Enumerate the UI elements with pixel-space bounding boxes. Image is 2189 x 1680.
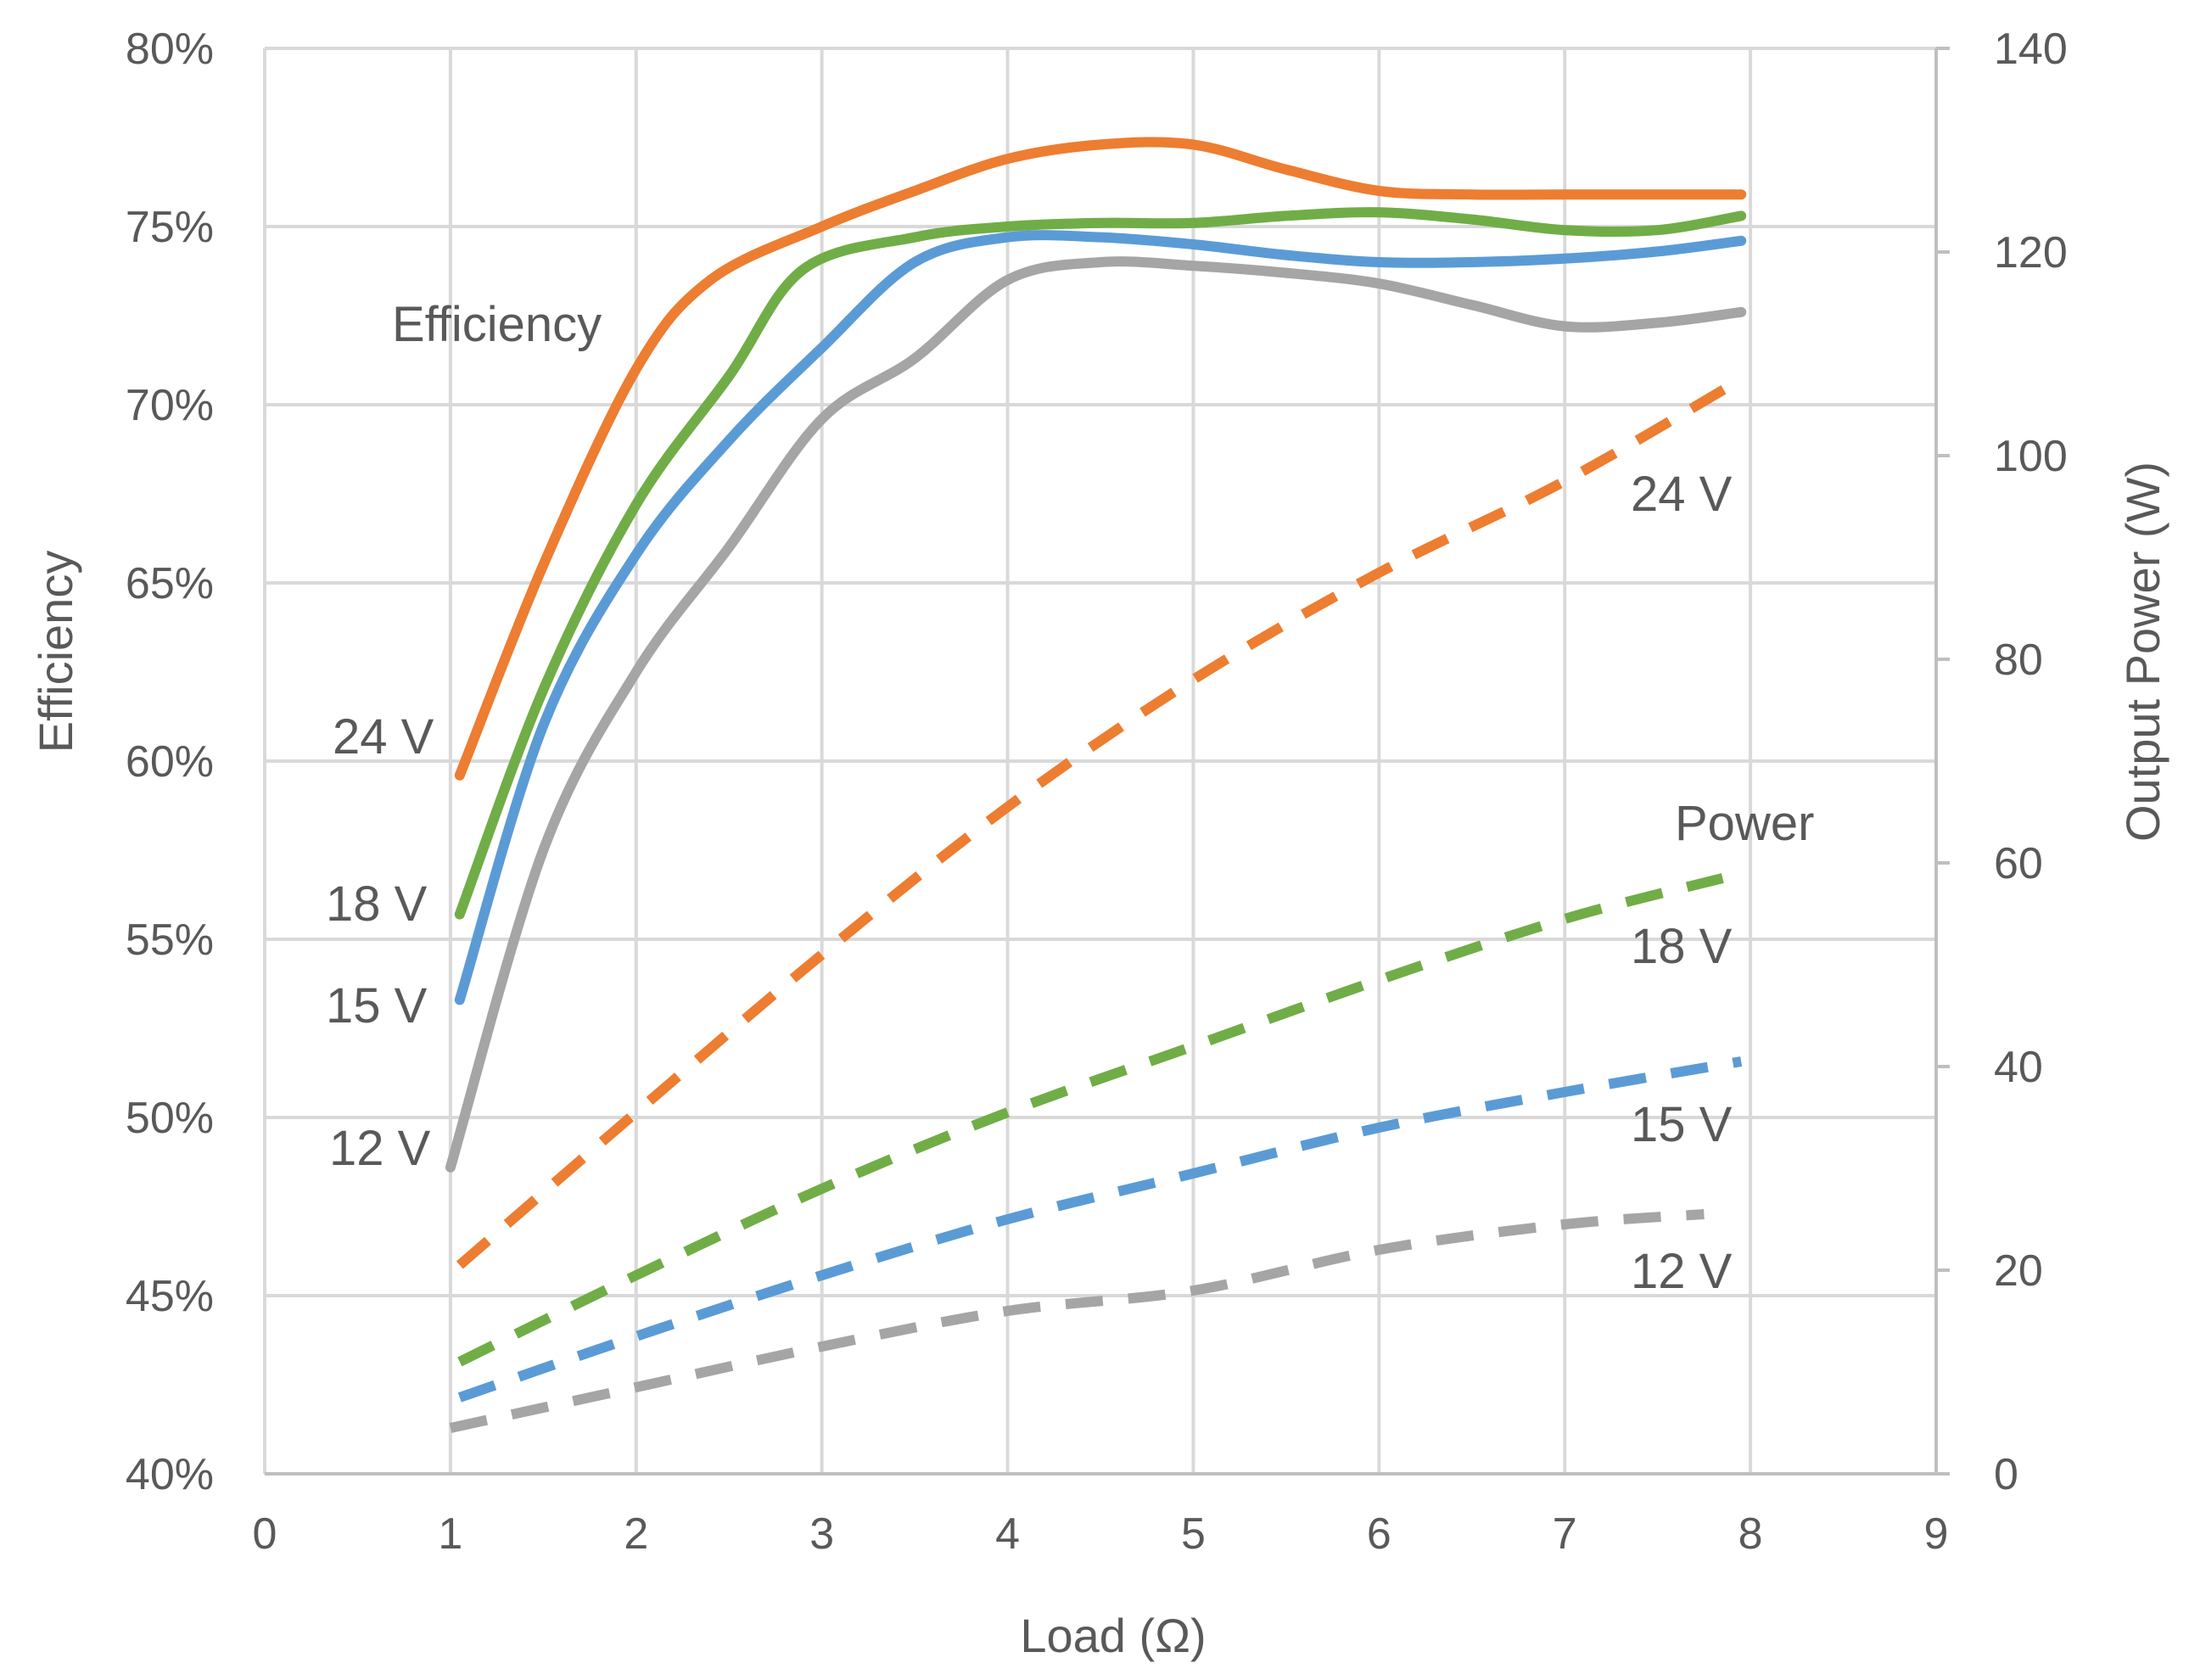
x-tick-label: 8 <box>1738 1509 1763 1559</box>
efficiency-12v-label: 12 V <box>329 1121 431 1176</box>
power-12v-label: 12 V <box>1631 1244 1733 1299</box>
power-line-18v <box>457 873 1724 1367</box>
x-tick-label: 9 <box>1924 1509 1949 1559</box>
y-tick-label: 65% <box>126 559 214 608</box>
y2-tick-label: 0 <box>1994 1450 2018 1499</box>
power-line-15v <box>457 1056 1743 1403</box>
y2-tick-label: 140 <box>1994 25 2068 74</box>
axes <box>265 47 1950 1476</box>
y-tick-label: 75% <box>126 203 214 252</box>
x-tick-label: 0 <box>253 1509 277 1559</box>
x-tick-label: 2 <box>624 1509 648 1559</box>
series-layer <box>445 137 1747 1433</box>
y2-tick-label: 120 <box>1994 228 2068 277</box>
efficiency-line-24v <box>454 137 1747 781</box>
y-tick-label: 55% <box>126 916 214 965</box>
y2-tick-label: 60 <box>1994 839 2043 888</box>
x-tick-label: 7 <box>1553 1509 1577 1559</box>
power-group-label: Power <box>1675 796 1814 851</box>
power-15v-label: 15 V <box>1631 1097 1733 1152</box>
power-line-24v <box>456 374 1744 1269</box>
x-tick-label: 4 <box>995 1509 1020 1559</box>
efficiency-group-label: Efficiency <box>392 297 602 352</box>
power-24v-label: 24 V <box>1631 467 1733 522</box>
y2-tick-label: 100 <box>1994 432 2068 481</box>
y2-axis-tick-labels: 0 20 40 60 80 100 120 140 <box>1994 25 2068 1499</box>
y2-tick-label: 20 <box>1994 1246 2043 1296</box>
efficiency-line-18v <box>454 207 1747 920</box>
y-tick-label: 45% <box>126 1272 214 1321</box>
efficiency-line-15v <box>454 230 1747 1005</box>
y2-tick-label: 40 <box>1994 1043 2043 1092</box>
y-tick-label: 60% <box>126 737 214 787</box>
x-axis-title: Load (Ω) <box>1020 1609 1206 1662</box>
x-tick-label: 6 <box>1367 1509 1391 1559</box>
power-line-12v <box>449 1209 1705 1433</box>
y-tick-label: 80% <box>126 25 214 74</box>
power-18v-label: 18 V <box>1631 919 1733 974</box>
x-tick-label: 3 <box>809 1509 834 1559</box>
y-axis-title: Efficiency <box>29 551 82 753</box>
y2-axis-title: Output Power (W) <box>2116 462 2169 842</box>
efficiency-line-12v <box>445 256 1747 1173</box>
x-tick-label: 5 <box>1181 1509 1206 1559</box>
y-tick-label: 70% <box>126 381 214 430</box>
y-axis-tick-labels: 40% 45% 50% 55% 60% 65% 70% 75% 80% <box>126 25 214 1499</box>
efficiency-15v-label: 15 V <box>326 978 428 1033</box>
y-tick-label: 50% <box>126 1094 214 1143</box>
efficiency-18v-label: 18 V <box>326 876 428 932</box>
y2-tick-label: 80 <box>1994 636 2043 685</box>
y-tick-label: 40% <box>126 1450 214 1499</box>
x-tick-label: 1 <box>438 1509 462 1559</box>
efficiency-24v-label: 24 V <box>333 709 434 764</box>
x-axis-tick-labels: 0 1 2 3 4 5 6 7 8 9 <box>253 1509 1949 1559</box>
